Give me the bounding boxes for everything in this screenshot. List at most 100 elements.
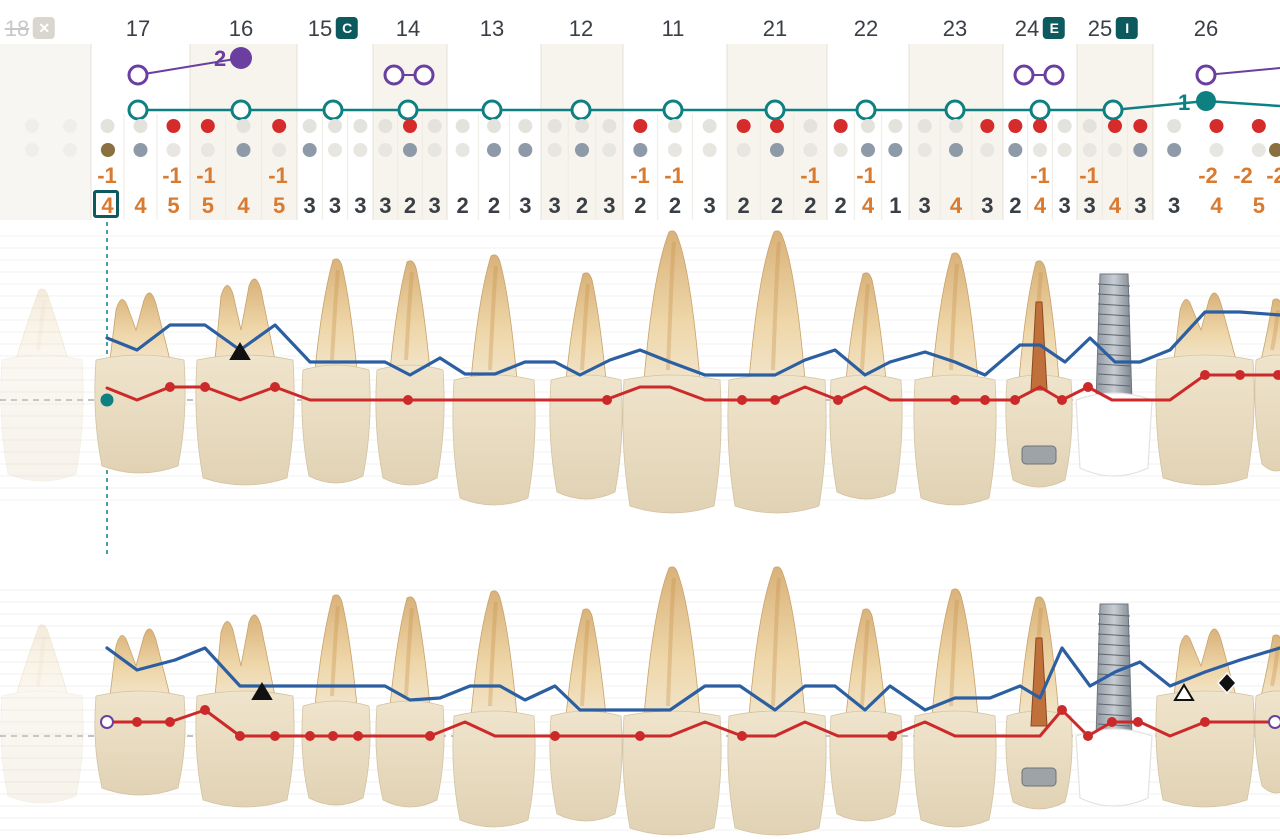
bleeding-marker [635, 731, 645, 741]
implant-thread [1097, 293, 1131, 297]
gingival-margin-line-lower [105, 646, 1280, 712]
bleeding-marker [1133, 717, 1143, 727]
tooth-number-22[interactable]: 22 [854, 16, 878, 42]
bleeding-dot [272, 119, 287, 133]
tooth-number-label: 16 [228, 16, 254, 41]
furcation-marker [1195, 64, 1217, 86]
tooth-number-18[interactable]: 18 ✕ [5, 16, 56, 42]
active-pocket-cell[interactable] [93, 190, 119, 218]
pocket-depth-value: 4 [862, 193, 875, 218]
furcation-marker [413, 64, 435, 86]
defect-triangle-icon [1173, 683, 1195, 701]
bleeding-marker [833, 395, 843, 405]
tooth-number-21[interactable]: 21 [763, 16, 787, 42]
mobility-marker [322, 99, 344, 121]
bleeding-marker [1010, 395, 1020, 405]
bleeding-dot [1057, 119, 1072, 133]
furcation-link [1205, 67, 1280, 76]
tooth-status-badge: E [1043, 17, 1066, 39]
tooth-crown [301, 700, 371, 806]
tooth-number-25[interactable]: 25 I [1088, 16, 1139, 42]
furcation-marker [1043, 64, 1065, 86]
bleeding-dot [200, 119, 215, 133]
implant-thread [1097, 383, 1131, 387]
root-shade [771, 577, 781, 707]
implant-thread [1097, 703, 1131, 707]
recession-value: -2 [1233, 163, 1253, 188]
tooth-crown [195, 690, 295, 808]
root-shade [488, 601, 498, 707]
tooth-number-17[interactable]: 17 [126, 16, 150, 42]
pocket-depth-value: 5 [202, 193, 214, 218]
tooth-number-label: 24 [1014, 16, 1040, 41]
tooth-number-15[interactable]: 15 C [308, 16, 359, 42]
implant-thread [1097, 643, 1131, 647]
pocket-depth-value: 2 [634, 193, 646, 218]
crown-restoration [1021, 445, 1057, 465]
tooth-column [0, 44, 91, 220]
root-shade [949, 599, 959, 707]
tooth-13 [452, 254, 536, 506]
bleeding-dot [100, 119, 115, 133]
pocket-depth-value: 3 [549, 193, 561, 218]
tooth-27-partial [1254, 298, 1280, 472]
recession-value: -2 [1198, 163, 1218, 188]
bleeding-dot [575, 119, 589, 133]
root-shade [666, 241, 676, 371]
tooth-root [15, 288, 69, 361]
tooth-root [109, 628, 171, 697]
pocket-depth-value: 3 [379, 193, 391, 218]
tooth-number-12[interactable]: 12 [569, 16, 593, 42]
tooth-number-23[interactable]: 23 [943, 16, 967, 42]
pocket-depth-value: 4 [237, 193, 250, 218]
tooth-number-13[interactable]: 13 [480, 16, 504, 42]
tooth-root [748, 230, 806, 381]
tooth-25 [1075, 603, 1153, 807]
bleeding-marker [737, 731, 747, 741]
plaque-dot [770, 143, 784, 157]
tooth-crown [452, 374, 536, 506]
tooth-crown [829, 374, 903, 500]
bleeding-dot [353, 119, 368, 133]
tooth-root [15, 624, 69, 697]
mobility-marker [570, 99, 592, 121]
root-shade [404, 271, 414, 361]
tooth-crown [1155, 690, 1255, 808]
pocket-depth-value: 5 [1253, 193, 1265, 218]
recession-value: -1 [800, 163, 820, 188]
furcation-marker-filled [230, 47, 252, 69]
implant-thread [1097, 633, 1131, 637]
plaque-dot [101, 143, 115, 157]
implant-thread [1097, 693, 1131, 697]
pocket-depth-value: 3 [1084, 193, 1096, 218]
root-shade [666, 577, 676, 707]
bleeding-marker [1200, 370, 1210, 380]
tooth-number-11[interactable]: 11 [662, 16, 685, 42]
tooth-status-badge: I [1116, 17, 1139, 39]
tooth-number-14[interactable]: 14 [396, 16, 420, 42]
root-shade [949, 263, 959, 371]
tooth-crown [1254, 690, 1280, 794]
plaque-dot [1251, 143, 1266, 157]
plaque-dot [980, 143, 995, 157]
tooth-number-label: 17 [125, 16, 151, 41]
tooth-number-16[interactable]: 16 [229, 16, 253, 42]
implant-thread [1097, 313, 1131, 317]
tooth-number-24[interactable]: 24 E [1014, 16, 1066, 42]
bleeding-dot [602, 119, 617, 133]
pocket-depth-value: 4 [1109, 193, 1122, 218]
tooth-root [109, 292, 171, 361]
defect-triangle-icon [251, 682, 273, 700]
tooth-root [931, 252, 979, 381]
tooth-crown [375, 364, 445, 486]
tooth-number-label: 11 [661, 16, 685, 41]
mobility-marker [127, 99, 149, 121]
tooth-number-26[interactable]: 26 [1194, 16, 1218, 42]
tooth-root [389, 260, 431, 371]
tooth-17 [94, 292, 186, 474]
root-shade [36, 635, 46, 687]
recession-value: -1 [630, 163, 650, 188]
tooth-root [314, 594, 358, 707]
tooth-status-badge: ✕ [33, 17, 56, 39]
pocket-depth-value: 4 [1210, 193, 1223, 218]
